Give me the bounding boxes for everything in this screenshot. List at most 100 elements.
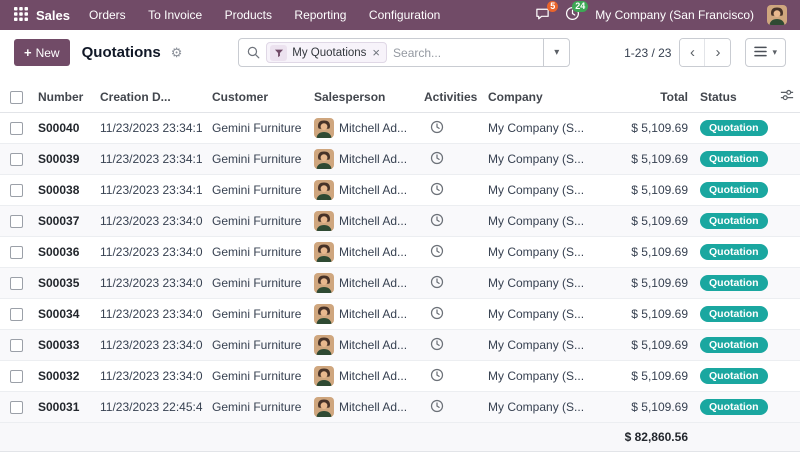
quotation-row[interactable]: S00040 11/23/2023 23:34:1 Gemini Furnitu… [0, 112, 800, 144]
app-name[interactable]: Sales [36, 7, 70, 23]
salesperson-avatar [314, 304, 334, 324]
row-checkbox[interactable] [9, 122, 23, 136]
pager-previous-button[interactable]: ‹ [680, 39, 706, 66]
header-salesperson[interactable]: Salesperson [308, 81, 418, 113]
creation-date: 11/23/2023 23:34:0 [94, 360, 206, 392]
clock-icon [430, 244, 444, 261]
top-navbar: Sales Orders To Invoice Products Reporti… [0, 0, 800, 30]
search-icon [247, 46, 260, 59]
select-all-checkbox[interactable] [9, 90, 23, 104]
schedule-activity-button[interactable] [424, 120, 444, 137]
schedule-activity-button[interactable] [424, 337, 444, 354]
header-status[interactable]: Status [694, 81, 774, 113]
remove-filter-button[interactable]: × [372, 45, 381, 60]
quotation-row[interactable]: S00035 11/23/2023 23:34:0 Gemini Furnitu… [0, 267, 800, 299]
menu-reporting[interactable]: Reporting [285, 0, 355, 30]
messages-button[interactable]: 5 [527, 0, 559, 30]
apps-menu-button[interactable] [8, 0, 34, 30]
schedule-activity-button[interactable] [424, 306, 444, 323]
total-amount: $ 5,109.69 [602, 298, 694, 330]
customer-name: Gemini Furniture [206, 174, 308, 206]
customer-name: Gemini Furniture [206, 236, 308, 268]
user-menu-button[interactable] [762, 0, 792, 30]
quotation-row[interactable]: S00031 11/23/2023 22:45:4 Gemini Furnitu… [0, 391, 800, 423]
total-amount: $ 5,109.69 [602, 112, 694, 144]
cog-menu-button[interactable]: ⚙ [170, 44, 183, 60]
creation-date: 11/23/2023 23:34:0 [94, 298, 206, 330]
quotation-number: S00035 [32, 267, 94, 299]
row-checkbox[interactable] [9, 184, 23, 198]
status-badge: Quotation [700, 243, 768, 261]
customer-name: Gemini Furniture [206, 267, 308, 299]
quotation-row[interactable]: S00037 11/23/2023 23:34:0 Gemini Furnitu… [0, 205, 800, 237]
row-checkbox[interactable] [9, 401, 23, 415]
row-checkbox[interactable] [9, 153, 23, 167]
salesperson-name: Mitchell Ad... [339, 338, 408, 352]
salesperson-avatar [314, 180, 334, 200]
quotation-row[interactable]: S00038 11/23/2023 23:34:1 Gemini Furnitu… [0, 174, 800, 206]
schedule-activity-button[interactable] [424, 275, 444, 292]
row-checkbox[interactable] [9, 370, 23, 384]
salesperson-avatar [314, 366, 334, 386]
quotation-number: S00033 [32, 329, 94, 361]
company-name: My Company (S... [482, 143, 602, 175]
status-cell: Quotation [694, 267, 774, 299]
company-name: My Company (S... [482, 360, 602, 392]
salesperson-avatar [314, 397, 334, 417]
plus-icon: + [24, 45, 32, 60]
activities-button[interactable]: 24 [557, 0, 589, 30]
search-bar[interactable]: My Quotations × ▾ [238, 38, 571, 67]
optional-columns-button[interactable] [780, 88, 794, 105]
menu-orders[interactable]: Orders [80, 0, 135, 30]
quotation-row[interactable]: S00036 11/23/2023 23:34:0 Gemini Furnitu… [0, 236, 800, 268]
apps-grid-icon [14, 6, 28, 24]
filter-facet[interactable]: My Quotations × [266, 42, 388, 63]
salesperson-cell: Mitchell Ad... [308, 329, 418, 361]
quotation-row[interactable]: S00034 11/23/2023 23:34:0 Gemini Furnitu… [0, 298, 800, 330]
schedule-activity-button[interactable] [424, 244, 444, 261]
quotation-number: S00037 [32, 205, 94, 237]
clock-icon [430, 275, 444, 292]
search-dropdown-toggle[interactable]: ▾ [543, 39, 570, 66]
menu-to-invoice[interactable]: To Invoice [139, 0, 211, 30]
search-input[interactable] [393, 45, 538, 60]
activities-cell [418, 143, 482, 175]
quotation-row[interactable]: S00039 11/23/2023 23:34:1 Gemini Furnitu… [0, 143, 800, 175]
row-checkbox[interactable] [9, 215, 23, 229]
schedule-activity-button[interactable] [424, 368, 444, 385]
header-creation-date[interactable]: Creation D... [94, 81, 206, 113]
row-checkbox[interactable] [9, 277, 23, 291]
pager-next-button[interactable]: › [705, 39, 731, 66]
activities-cell [418, 298, 482, 330]
menu-products[interactable]: Products [216, 0, 281, 30]
header-total[interactable]: Total [602, 81, 694, 113]
company-switcher[interactable]: My Company (San Francisco) [595, 8, 754, 22]
creation-date: 11/23/2023 23:34:1 [94, 174, 206, 206]
user-avatar [767, 5, 787, 25]
header-customer[interactable]: Customer [206, 81, 308, 113]
header-number[interactable]: Number [32, 81, 94, 113]
main-menu: Orders To Invoice Products Reporting Con… [80, 0, 449, 30]
quotation-row[interactable]: S00033 11/23/2023 23:34:0 Gemini Furnitu… [0, 329, 800, 361]
header-activities[interactable]: Activities [418, 81, 482, 113]
clock-icon [430, 399, 444, 416]
menu-configuration[interactable]: Configuration [360, 0, 449, 30]
row-checkbox[interactable] [9, 339, 23, 353]
new-button[interactable]: + New [14, 39, 70, 66]
schedule-activity-button[interactable] [424, 182, 444, 199]
schedule-activity-button[interactable] [424, 399, 444, 416]
view-switcher-button[interactable]: ▾ [745, 38, 786, 67]
row-checkbox[interactable] [9, 308, 23, 322]
header-company[interactable]: Company [482, 81, 602, 113]
activities-cell [418, 236, 482, 268]
quotation-row[interactable]: S00032 11/23/2023 23:34:0 Gemini Furnitu… [0, 360, 800, 392]
status-cell: Quotation [694, 205, 774, 237]
row-checkbox[interactable] [9, 246, 23, 260]
activities-cell [418, 267, 482, 299]
total-amount: $ 5,109.69 [602, 267, 694, 299]
quotation-number: S00032 [32, 360, 94, 392]
status-badge: Quotation [700, 305, 768, 323]
schedule-activity-button[interactable] [424, 213, 444, 230]
schedule-activity-button[interactable] [424, 151, 444, 168]
status-cell: Quotation [694, 360, 774, 392]
